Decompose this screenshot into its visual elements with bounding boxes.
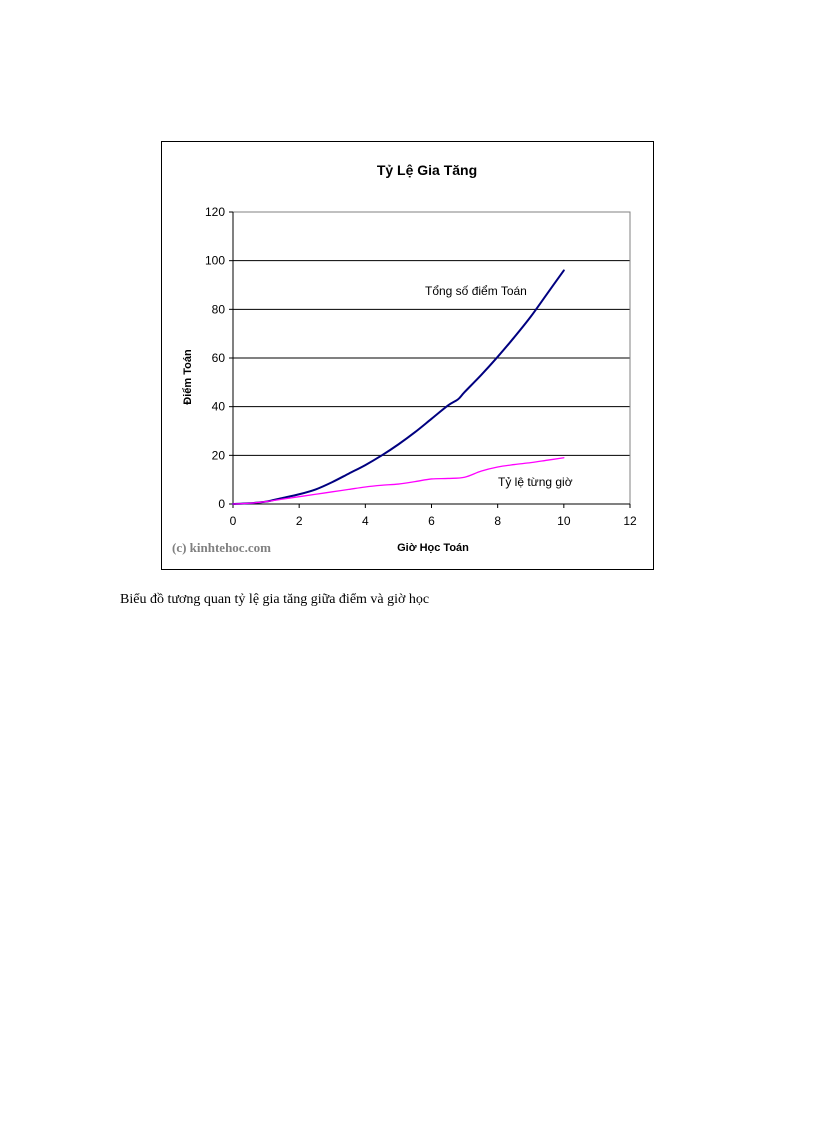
- y-tick-label: 40: [212, 400, 226, 414]
- chart-frame: Tỷ Lệ Gia Tăng 0 20 40 60 80 100 120 0 2 4 6 8 10 12 …: [161, 141, 654, 570]
- series-line-rate: [232, 457, 565, 505]
- y-tick-label: 100: [205, 254, 225, 268]
- y-tick-label: 20: [212, 448, 226, 462]
- figure-caption: Biểu đồ tương quan tỷ lệ gia tăng giữa đ…: [120, 592, 430, 607]
- x-tick-label: 2: [296, 514, 303, 528]
- watermark: (c) kinhtehoc.com: [172, 540, 271, 555]
- x-tick-label: 6: [428, 514, 435, 528]
- x-tick-label: 10: [557, 514, 571, 528]
- y-tick-label: 80: [212, 302, 226, 316]
- chart-title: Tỷ Lệ Gia Tăng: [377, 162, 477, 178]
- x-tick-label: 0: [230, 514, 237, 528]
- x-tick-label: 12: [623, 514, 637, 528]
- x-axis-label: Giờ Học Toán: [397, 542, 469, 554]
- series-label-rate: Tỷ lệ từng giờ: [498, 475, 573, 489]
- y-tick-label: 60: [212, 351, 226, 365]
- x-tick-label: 4: [362, 514, 369, 528]
- series-line-total: [232, 269, 565, 505]
- y-tick-label: 120: [205, 205, 225, 219]
- series-label-total: Tổng số điểm Toán: [425, 284, 527, 298]
- y-tick-label: 0: [218, 497, 225, 511]
- y-axis-label: Điểm Toán: [182, 349, 194, 405]
- x-tick-label: 8: [494, 514, 501, 528]
